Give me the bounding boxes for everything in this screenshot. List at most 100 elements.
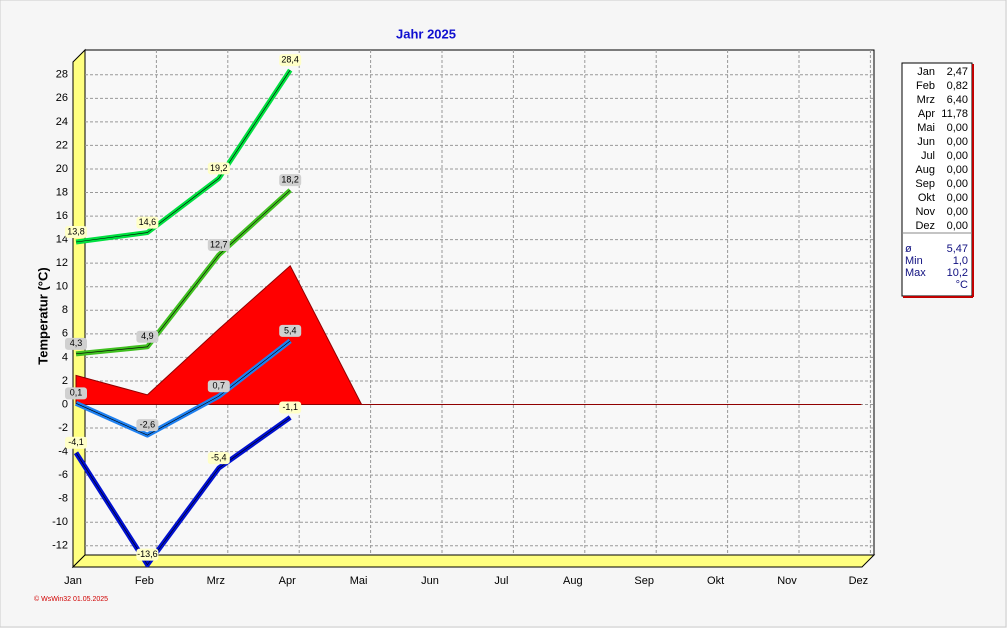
x-tick-label: Nov: [777, 575, 797, 587]
table-value: 0,00: [947, 178, 968, 190]
value-label-box: [207, 452, 230, 465]
summary-label: Max: [905, 267, 926, 279]
y-tick-label: -2: [58, 422, 68, 434]
table-month: Feb: [916, 80, 935, 92]
table-value: 0,00: [947, 220, 968, 232]
value-label: -4,1: [68, 437, 84, 447]
table-month: Sep: [915, 178, 935, 190]
table-value: 6,40: [947, 94, 968, 106]
table-month: Dez: [915, 220, 935, 232]
value-label: 19,2: [210, 163, 228, 173]
value-label: 18,2: [281, 175, 299, 185]
y-tick-label: 0: [62, 398, 68, 410]
value-label: -5,4: [211, 452, 227, 462]
y-tick-label: 24: [56, 116, 68, 128]
left-wall: [72, 48, 86, 569]
value-label: 4,3: [70, 338, 83, 348]
table-month: Jun: [917, 136, 935, 148]
value-label: 28,4: [281, 54, 299, 64]
y-tick-label: 10: [56, 281, 68, 293]
y-tick-label: -4: [58, 446, 68, 458]
value-label: -1,1: [282, 402, 298, 412]
table-month: Okt: [918, 192, 935, 204]
table-month: Mai: [917, 122, 935, 134]
y-tick-label: 28: [56, 69, 68, 81]
summary-value: 1,0: [953, 255, 968, 267]
x-tick-label: Mai: [350, 575, 368, 587]
y-tick-label: 14: [56, 234, 68, 246]
value-label: 5,4: [284, 325, 297, 335]
summary-value: 10,2: [947, 267, 968, 279]
table-month: Aug: [915, 164, 935, 176]
value-label: 0,1: [70, 388, 83, 398]
value-label-box: [136, 216, 159, 229]
chart-title: Jahr 2025: [396, 26, 456, 41]
y-tick-label: 4: [62, 351, 68, 363]
y-tick-label: 20: [56, 163, 68, 175]
summary-value: 5,47: [947, 243, 968, 255]
table-month: Jul: [921, 150, 935, 162]
value-label-box: [65, 387, 87, 400]
table-month: Nov: [915, 206, 935, 218]
value-label-box: [207, 380, 230, 393]
table-month: Jan: [917, 66, 935, 78]
y-axis-label: Temperatur (°C): [35, 267, 50, 364]
value-label-box: [279, 54, 302, 67]
y-tick-label: 2: [62, 375, 68, 387]
value-label-box: [207, 162, 230, 175]
summary-unit: °C: [956, 279, 968, 291]
x-tick-label: Apr: [279, 575, 296, 587]
value-label-box: [65, 337, 87, 350]
x-tick-label: Jun: [421, 575, 439, 587]
area: [75, 264, 862, 405]
line-edge: [75, 417, 291, 566]
y-tick-label: 6: [62, 328, 68, 340]
table-month: Mrz: [917, 94, 935, 106]
value-label-box: [136, 330, 159, 343]
x-tick-label: Okt: [707, 575, 724, 587]
table-value: 0,00: [947, 122, 968, 134]
y-tick-label: 18: [56, 186, 68, 198]
y-tick-label: 12: [56, 257, 68, 269]
y-tick-label: 26: [56, 92, 68, 104]
x-tick-label: Jan: [64, 575, 82, 587]
plot-back: [84, 49, 875, 556]
value-label-box: [279, 174, 302, 187]
y-tick-label: 22: [56, 139, 68, 151]
x-tick-label: Sep: [634, 575, 654, 587]
y-tick-label: 8: [62, 304, 68, 316]
line-edge: [75, 189, 291, 355]
value-label: 12,7: [210, 239, 228, 249]
x-tick-label: Dez: [849, 575, 869, 587]
table-value: 0,82: [947, 80, 968, 92]
value-label-box: [279, 324, 302, 337]
floor: [71, 554, 876, 568]
line-edge: [75, 69, 291, 243]
summary-label: Min: [905, 255, 923, 267]
value-label: -13,6: [137, 549, 158, 559]
x-tick-label: Jul: [494, 575, 508, 587]
table-month: Apr: [918, 108, 935, 120]
side-table: [901, 62, 973, 297]
value-label-box: [207, 238, 230, 251]
x-tick-label: Aug: [563, 575, 583, 587]
y-tick-label: -6: [58, 469, 68, 481]
y-tick-label: -12: [52, 540, 68, 552]
x-tick-label: Mrz: [207, 575, 225, 587]
value-label: 0,7: [213, 381, 226, 391]
table-value: 0,00: [947, 164, 968, 176]
y-tick-label: 16: [56, 210, 68, 222]
summary-label: ø: [905, 243, 912, 255]
y-tick-label: -8: [58, 493, 68, 505]
footer: © WsWin32 01.05.2025: [34, 595, 108, 603]
line-edge: [75, 340, 291, 436]
value-label-box: [136, 419, 159, 432]
table-value: 0,00: [947, 206, 968, 218]
x-tick-label: Feb: [135, 575, 154, 587]
value-label: -2,6: [140, 419, 156, 429]
table-value: 0,00: [947, 150, 968, 162]
value-label: 4,9: [141, 331, 154, 341]
value-label-box: [65, 436, 87, 449]
